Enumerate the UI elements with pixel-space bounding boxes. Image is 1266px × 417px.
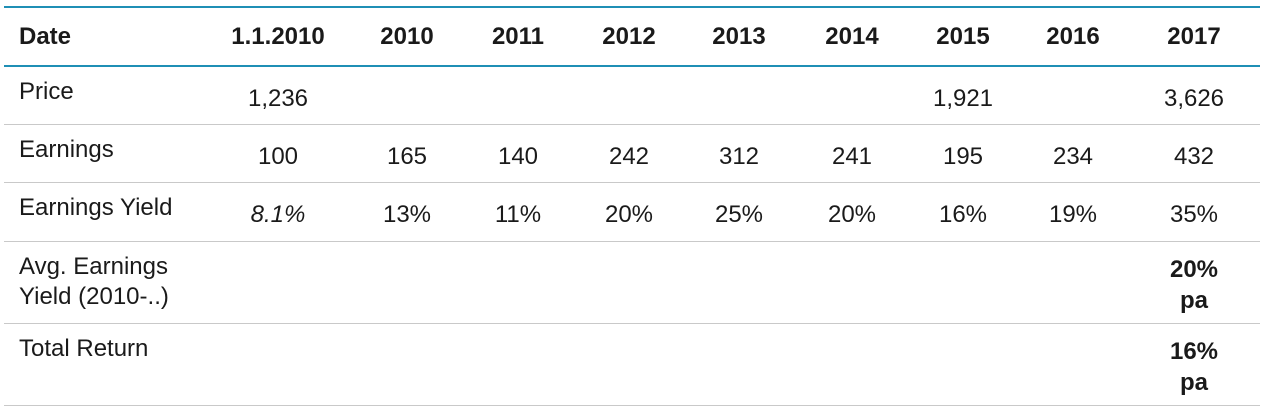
table-cell: [796, 323, 908, 405]
table-cell: [202, 323, 354, 405]
table-cell: 100: [257, 142, 299, 170]
table-cell: 20%: [827, 200, 877, 228]
table-cell: [682, 241, 796, 323]
table-cell: [908, 241, 1018, 323]
table-cell: 165: [386, 142, 428, 170]
table-cell: 11%: [494, 200, 542, 228]
row-earnings-yield: Earnings Yield 8.1% 13% 11% 20% 25% 20% …: [4, 182, 1260, 241]
table-cell: [796, 66, 908, 124]
table-cell: [1018, 66, 1128, 124]
table-cell: 432: [1173, 142, 1215, 170]
header-cell: 2016: [1046, 22, 1100, 50]
table-cell: [576, 241, 682, 323]
table-cell: 20%: [604, 200, 654, 228]
row-price: Price 1,236 1,921 3,626: [4, 66, 1260, 124]
row-label-line: Yield (2010-..): [19, 282, 169, 310]
table-cell: [1018, 323, 1128, 405]
table-cell: 19%: [1048, 200, 1098, 228]
table-cell: [354, 323, 460, 405]
total-value: 16%: [1169, 337, 1219, 365]
header-cell: 2013: [712, 22, 766, 50]
table-cell: [354, 241, 460, 323]
table-cell: 195: [942, 142, 984, 170]
row-label: Earnings Yield: [19, 193, 173, 221]
table-cell: 25%: [714, 200, 764, 228]
table-cell: [202, 241, 354, 323]
row-label: Total Return: [19, 334, 149, 362]
earnings-yield-table: Date 1.1.2010 2010 2011 2012 2013 2014 2…: [4, 6, 1260, 406]
table-cell: 3,626: [1163, 85, 1225, 112]
table-cell: 234: [1052, 142, 1094, 170]
total-unit: pa: [1179, 368, 1208, 396]
table-cell: 312: [718, 142, 760, 170]
table-cell: [1018, 241, 1128, 323]
table-cell: 8.1%: [250, 200, 306, 228]
row-total-return: Total Return 16% pa: [4, 323, 1260, 405]
row-label-line: Avg. Earnings: [19, 252, 168, 280]
row-label: Avg. Earnings Yield (2010-..): [4, 241, 202, 323]
total-value: 20%: [1169, 255, 1219, 283]
row-label: Earnings: [19, 135, 114, 163]
table-cell: [354, 66, 460, 124]
total-unit: pa: [1179, 286, 1208, 314]
table-cell: [682, 66, 796, 124]
row-avg-earnings-yield: Avg. Earnings Yield (2010-..) 20% pa: [4, 241, 1260, 323]
header-cell: 2012: [602, 22, 656, 50]
header-cell: 2015: [936, 22, 990, 50]
table-cell: 1,921: [932, 85, 994, 112]
header-date: Date: [19, 22, 72, 50]
table-cell: [460, 323, 576, 405]
row-label: Price: [19, 78, 74, 105]
header-cell: 2011: [491, 22, 545, 50]
table-cell: [576, 66, 682, 124]
header-cell: 1.1.2010: [231, 22, 325, 50]
table-cell: 13%: [382, 200, 432, 228]
total-cell: 20% pa: [1128, 241, 1260, 323]
table-cell: 35%: [1169, 200, 1219, 228]
table-cell: [682, 323, 796, 405]
header-cell: 2010: [380, 22, 434, 50]
table-cell: [460, 66, 576, 124]
table-cell: 241: [831, 142, 873, 170]
table-cell: 16%: [938, 200, 988, 228]
header-row: Date 1.1.2010 2010 2011 2012 2013 2014 2…: [4, 7, 1260, 66]
table-cell: 140: [497, 142, 539, 170]
table-cell: [576, 323, 682, 405]
table-cell: 242: [608, 142, 650, 170]
table-cell: 1,236: [247, 85, 309, 112]
header-cell: 2017: [1167, 22, 1221, 50]
row-earnings: Earnings 100 165 140 242 312 241 195 234…: [4, 124, 1260, 182]
table-cell: [796, 241, 908, 323]
total-cell: 16% pa: [1128, 323, 1260, 405]
table-cell: [908, 323, 1018, 405]
table-cell: [460, 241, 576, 323]
header-cell: 2014: [825, 22, 879, 50]
